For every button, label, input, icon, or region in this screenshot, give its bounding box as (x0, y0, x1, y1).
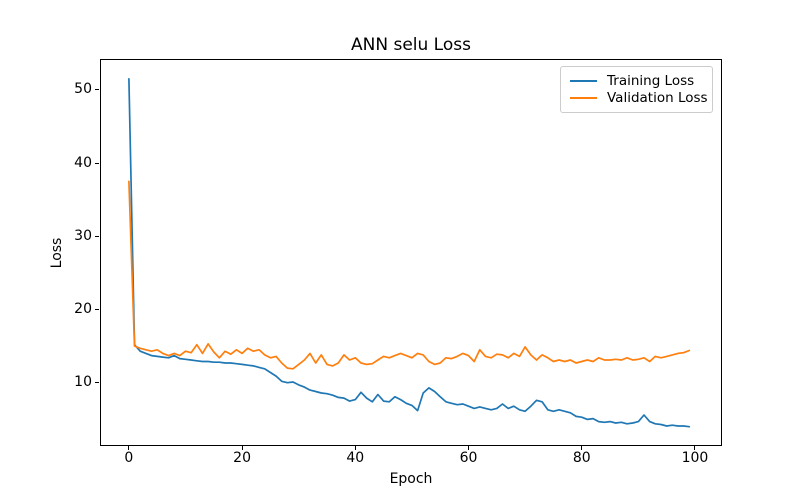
y-tick-label: 20 (74, 300, 92, 317)
y-tick-mark (95, 235, 99, 237)
x-tick-mark (128, 446, 130, 450)
x-tick-label: 60 (459, 450, 478, 466)
plot-area (100, 59, 722, 446)
x-axis-label: Epoch (389, 471, 433, 487)
x-tick-mark (694, 446, 696, 450)
training-loss-line-swatch (570, 79, 597, 82)
y-tick-label: 10 (74, 374, 92, 391)
chart-title: ANN selu Loss (351, 35, 471, 55)
x-tick-mark (468, 446, 470, 450)
y-tick-mark (95, 382, 99, 384)
y-tick-label: 40 (74, 154, 92, 171)
y-tick-label: 50 (74, 81, 92, 98)
y-tick-label: 30 (74, 227, 92, 244)
legend: Training Loss Validation Loss (560, 66, 713, 113)
legend-item-training: Training Loss (570, 72, 704, 90)
y-axis-label: Loss (49, 237, 65, 269)
legend-label-validation: Validation Loss (607, 90, 708, 107)
y-tick-mark (95, 89, 99, 91)
x-tick-label: 20 (233, 450, 251, 466)
legend-label-training: Training Loss (607, 72, 695, 89)
x-tick-mark (354, 446, 356, 450)
y-tick-mark (95, 162, 99, 164)
x-tick-label: 80 (572, 450, 591, 466)
x-tick-label: 100 (681, 450, 709, 466)
x-tick-label: 0 (124, 450, 134, 466)
x-tick-mark (241, 446, 243, 450)
y-tick-mark (95, 308, 99, 310)
x-tick-label: 40 (346, 450, 365, 466)
validation-loss-line-swatch (570, 97, 597, 100)
legend-item-validation: Validation Loss (570, 90, 708, 108)
x-tick-mark (581, 446, 583, 450)
